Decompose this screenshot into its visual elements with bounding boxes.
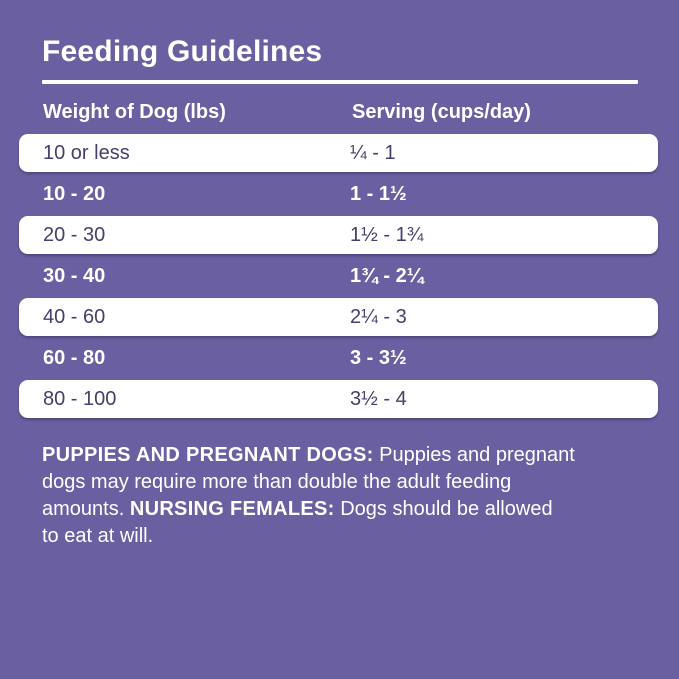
table-row: 20 - 30 1½ - 1¾ [19,216,658,254]
table-header-row: Weight of Dog (lbs) Serving (cups/day) [19,100,679,124]
serving-cell: 1¾ - 2¼ [350,265,424,287]
table-row: 60 - 80 3 - 3½ [19,339,658,377]
table-row: 30 - 40 1¾ - 2¼ [19,257,658,295]
title-divider [42,80,638,84]
serving-cell: 3½ - 4 [350,388,407,410]
weight-cell: 60 - 80 [43,347,106,369]
page-title: Feeding Guidelines [42,35,323,68]
serving-cell: 1½ - 1¾ [350,224,424,246]
footer-line: to eat at will. [42,525,154,547]
table-row: 40 - 60 2¼ - 3 [19,298,658,336]
serving-cell: 2¼ - 3 [350,306,407,328]
serving-cell: 3 - 3½ [350,347,407,369]
weight-cell: 10 or less [43,142,130,164]
feeding-table-rows: 10 or less ¼ - 1 10 - 20 1 - 1½ 20 - 30 1½ - … [19,134,658,418]
footer-line: PUPPIES AND PREGNANT DOGS: Puppies and p… [42,444,575,466]
weight-cell: 10 - 20 [43,183,106,205]
column-header-weight: Weight of Dog (lbs) [43,101,226,123]
weight-cell: 40 - 60 [43,306,106,328]
footer-note: PUPPIES AND PREGNANT DOGS: Puppies and p… [42,442,642,550]
weight-cell: 80 - 100 [43,388,117,410]
table-row: 10 or less ¼ - 1 [19,134,658,172]
column-header-serving: Serving (cups/day) [352,101,531,123]
weight-cell: 30 - 40 [43,265,106,287]
footer-line: dogs may require more than double the ad… [42,471,512,493]
weight-cell: 20 - 30 [43,224,106,246]
serving-cell: 1 - 1½ [350,183,407,205]
table-row: 10 - 20 1 - 1½ [19,175,658,213]
footer-line: amounts. NURSING FEMALES: Dogs should be… [42,498,553,520]
serving-cell: ¼ - 1 [350,142,396,164]
table-row: 80 - 100 3½ - 4 [19,380,658,418]
